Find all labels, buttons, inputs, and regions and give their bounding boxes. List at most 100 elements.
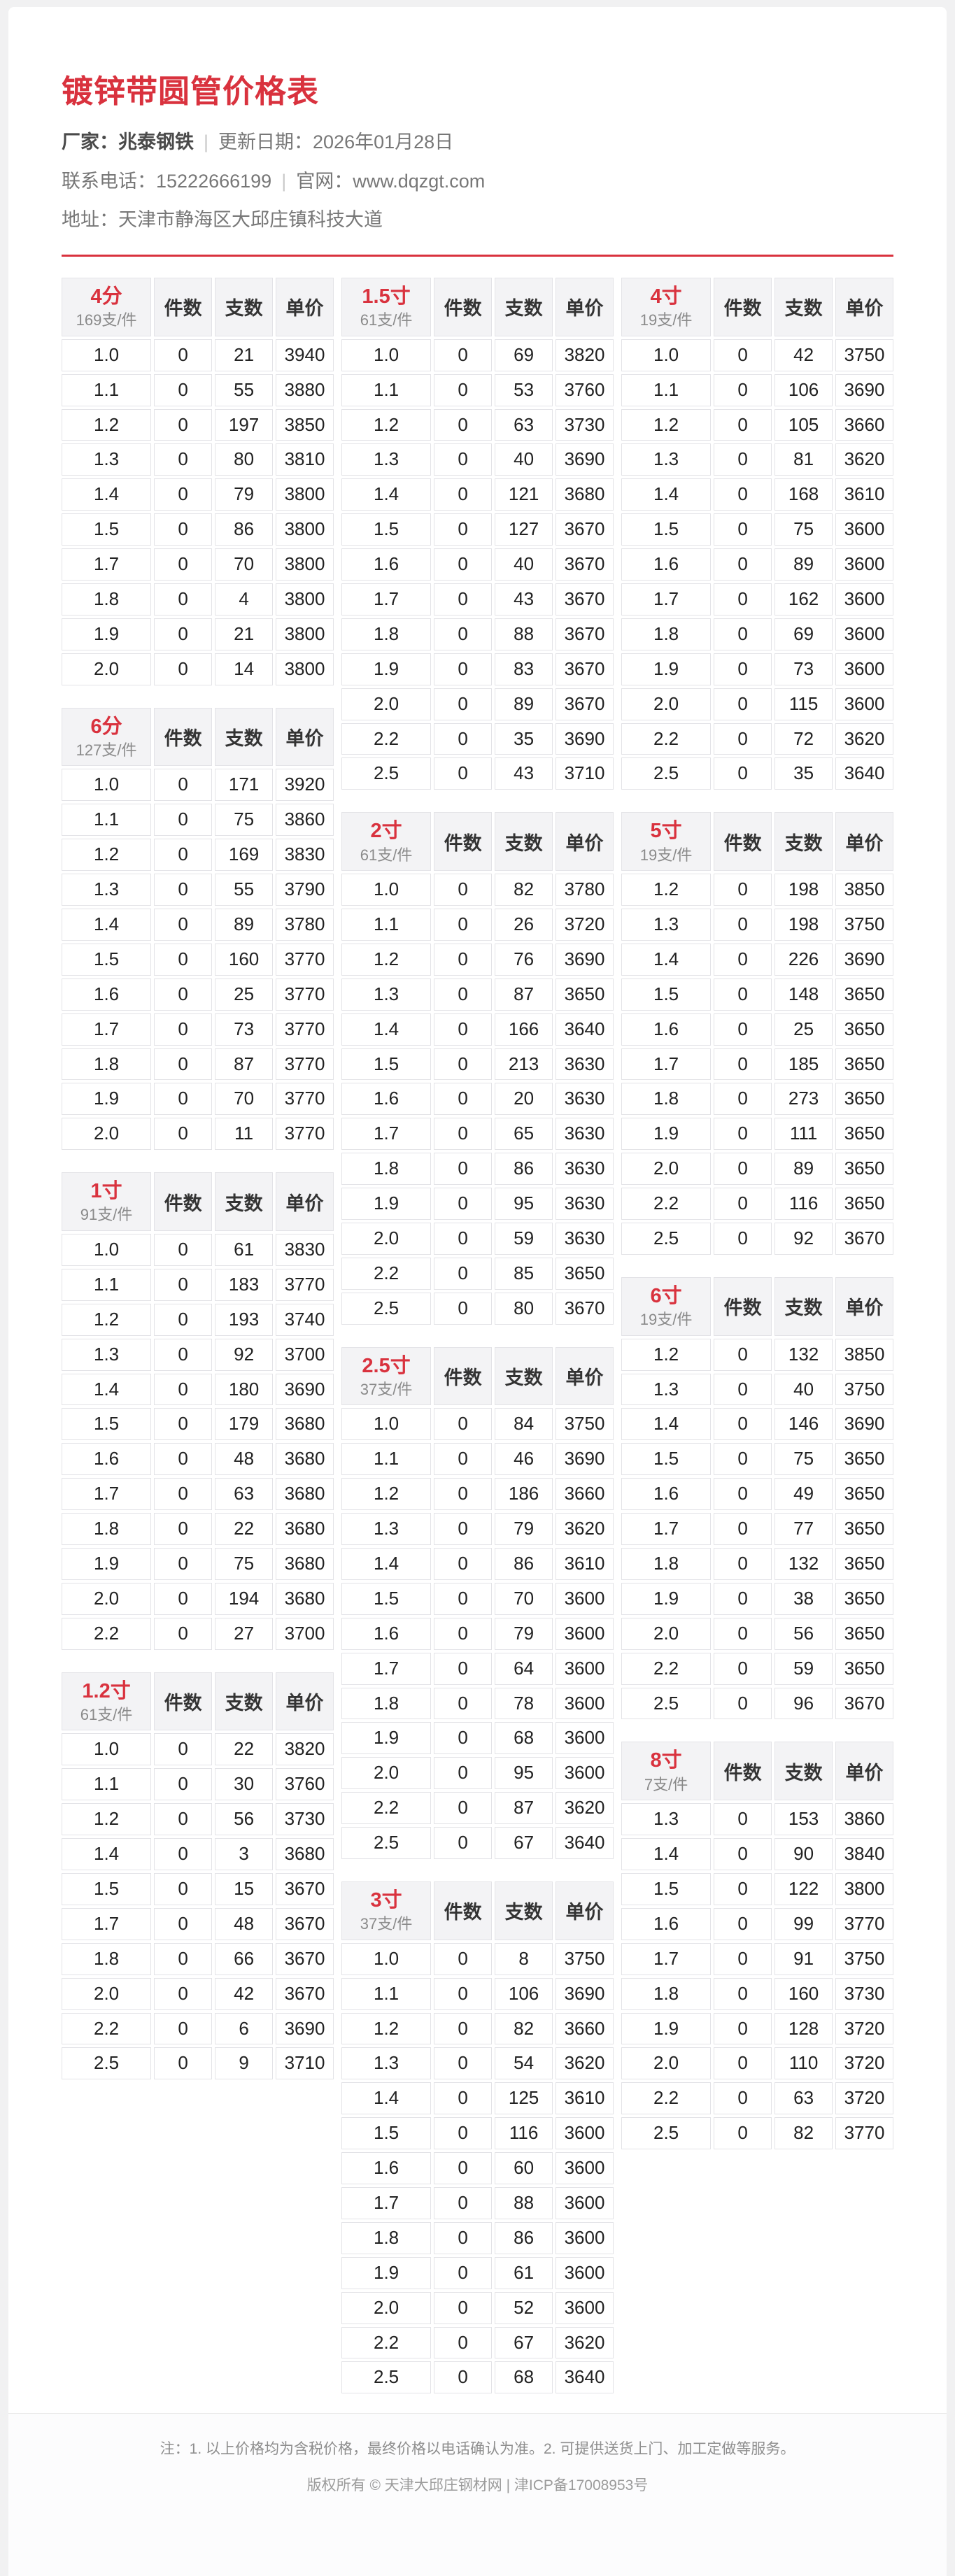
count-cell: 72 bbox=[774, 723, 833, 755]
price-table: 6寸 19支/件 件数 支数 单价 1.2 0 132 3850 1.3 0 40 3750 1.4 0 14… bbox=[618, 1274, 896, 1723]
count-cell: 11 bbox=[215, 1118, 274, 1151]
pieces-cell: 0 bbox=[434, 1408, 493, 1441]
price-header: 单价 bbox=[556, 812, 614, 871]
spec-cell: 1.3 bbox=[62, 443, 152, 476]
size-header-cell: 2.5寸 37支/件 bbox=[341, 1346, 432, 1406]
pieces-cell: 0 bbox=[154, 1478, 213, 1511]
table-row: 1.1 0 26 3720 bbox=[341, 909, 614, 941]
per-pack-label: 61支/件 bbox=[360, 311, 413, 329]
table-row: 1.5 0 179 3680 bbox=[62, 1408, 334, 1441]
price-cell: 3670 bbox=[276, 1907, 334, 1940]
table-column: 4分 169支/件 件数 支数 单价 1.0 0 21 3940 1.1 0 55 3880 1.2 0 19… bbox=[62, 275, 334, 2099]
spec-cell: 1.4 bbox=[341, 2082, 432, 2115]
spec-cell: 1.8 bbox=[62, 1048, 152, 1081]
pieces-cell: 0 bbox=[434, 1118, 493, 1151]
pieces-cell: 0 bbox=[714, 2082, 772, 2115]
size-header-cell: 4寸 19支/件 bbox=[621, 278, 712, 336]
price-cell: 3600 bbox=[556, 1722, 614, 1755]
spec-cell: 2.0 bbox=[62, 1582, 152, 1615]
price-cell: 3800 bbox=[276, 513, 334, 546]
count-cell: 54 bbox=[495, 2047, 553, 2080]
count-cell: 55 bbox=[215, 874, 274, 906]
update-date-value: 2026年01月28日 bbox=[313, 131, 454, 152]
price-cell: 3800 bbox=[276, 478, 334, 511]
per-pack-label: 91支/件 bbox=[80, 1206, 133, 1224]
price-cell: 3770 bbox=[276, 978, 334, 1011]
price-cell: 3850 bbox=[276, 408, 334, 441]
table-row: 2.0 0 89 3670 bbox=[341, 688, 614, 720]
price-cell: 3750 bbox=[835, 909, 893, 941]
spec-cell: 1.7 bbox=[621, 1513, 712, 1545]
pieces-cell: 0 bbox=[434, 1188, 493, 1221]
header-row: 6寸 19支/件 件数 支数 单价 bbox=[621, 1276, 893, 1336]
pieces-cell: 0 bbox=[714, 1617, 772, 1650]
pieces-cell: 0 bbox=[154, 1443, 213, 1476]
spec-cell: 1.5 bbox=[621, 1872, 712, 1905]
pieces-cell: 0 bbox=[434, 1617, 493, 1650]
spec-cell: 1.5 bbox=[621, 513, 712, 546]
table-row: 1.4 0 125 3610 bbox=[341, 2082, 614, 2115]
spec-cell: 1.3 bbox=[341, 1513, 432, 1545]
table-row: 1.6 0 20 3630 bbox=[341, 1083, 614, 1116]
table-row: 1.5 0 160 3770 bbox=[62, 943, 334, 976]
pieces-cell: 0 bbox=[434, 723, 493, 755]
spec-cell: 1.5 bbox=[621, 978, 712, 1011]
count-cell: 179 bbox=[215, 1408, 274, 1441]
count-cell: 160 bbox=[774, 1977, 833, 2010]
count-header: 支数 bbox=[215, 1672, 274, 1731]
pipe-size-label: 4寸 bbox=[650, 285, 682, 308]
spec-cell: 1.9 bbox=[621, 2012, 712, 2045]
count-cell: 61 bbox=[495, 2256, 553, 2289]
price-cell: 3800 bbox=[276, 548, 334, 581]
pieces-cell: 0 bbox=[714, 373, 772, 406]
count-cell: 67 bbox=[495, 2326, 553, 2359]
price-cell: 3800 bbox=[276, 618, 334, 650]
table-row: 1.4 0 121 3680 bbox=[341, 478, 614, 511]
table-row: 1.8 0 69 3600 bbox=[621, 618, 893, 650]
header-row: 1寸 91支/件 件数 支数 单价 bbox=[62, 1172, 334, 1231]
spec-cell: 1.7 bbox=[62, 1013, 152, 1046]
count-cell: 3 bbox=[215, 1838, 274, 1870]
pieces-cell: 0 bbox=[714, 1188, 772, 1221]
price-cell: 3850 bbox=[835, 874, 893, 906]
price-header: 单价 bbox=[556, 1346, 614, 1406]
spec-cell: 1.3 bbox=[621, 1373, 712, 1406]
count-header: 支数 bbox=[774, 812, 833, 871]
spec-cell: 1.9 bbox=[341, 653, 432, 685]
header-row: 4寸 19支/件 件数 支数 单价 bbox=[621, 278, 893, 336]
table-row: 1.7 0 48 3670 bbox=[62, 1907, 334, 1940]
table-row: 1.7 0 63 3680 bbox=[62, 1478, 334, 1511]
pieces-cell: 0 bbox=[714, 1373, 772, 1406]
spec-cell: 2.2 bbox=[621, 1652, 712, 1685]
pieces-cell: 0 bbox=[154, 2012, 213, 2045]
price-cell: 3650 bbox=[835, 1188, 893, 1221]
table-row: 1.8 0 78 3600 bbox=[341, 1687, 614, 1720]
pieces-cell: 0 bbox=[714, 1013, 772, 1046]
spec-cell: 1.0 bbox=[62, 769, 152, 802]
count-cell: 69 bbox=[774, 618, 833, 650]
per-pack-label: 127支/件 bbox=[76, 741, 137, 759]
spec-cell: 2.2 bbox=[341, 2326, 432, 2359]
count-header: 支数 bbox=[215, 278, 274, 336]
price-cell: 3860 bbox=[276, 804, 334, 837]
table-row: 1.6 0 60 3600 bbox=[341, 2152, 614, 2184]
price-header: 单价 bbox=[835, 1742, 893, 1801]
spec-cell: 1.0 bbox=[341, 1408, 432, 1441]
pieces-cell: 0 bbox=[434, 1792, 493, 1825]
pieces-cell: 0 bbox=[714, 1223, 772, 1255]
table-row: 2.0 0 59 3630 bbox=[341, 1223, 614, 1255]
table-row: 1.3 0 40 3690 bbox=[341, 443, 614, 476]
table-row: 1.9 0 95 3630 bbox=[341, 1188, 614, 1221]
spec-cell: 1.0 bbox=[341, 339, 432, 371]
table-row: 1.5 0 148 3650 bbox=[621, 978, 893, 1011]
count-cell: 38 bbox=[774, 1582, 833, 1615]
price-cell: 3620 bbox=[835, 723, 893, 755]
price-cell: 3730 bbox=[835, 1977, 893, 2010]
count-cell: 64 bbox=[495, 1652, 553, 1685]
price-cell: 3630 bbox=[556, 1118, 614, 1151]
table-row: 1.8 0 4 3800 bbox=[62, 583, 334, 615]
pieces-cell: 0 bbox=[714, 1872, 772, 1905]
pieces-cell: 0 bbox=[154, 1118, 213, 1151]
count-header: 支数 bbox=[495, 1346, 553, 1406]
pieces-cell: 0 bbox=[434, 339, 493, 371]
